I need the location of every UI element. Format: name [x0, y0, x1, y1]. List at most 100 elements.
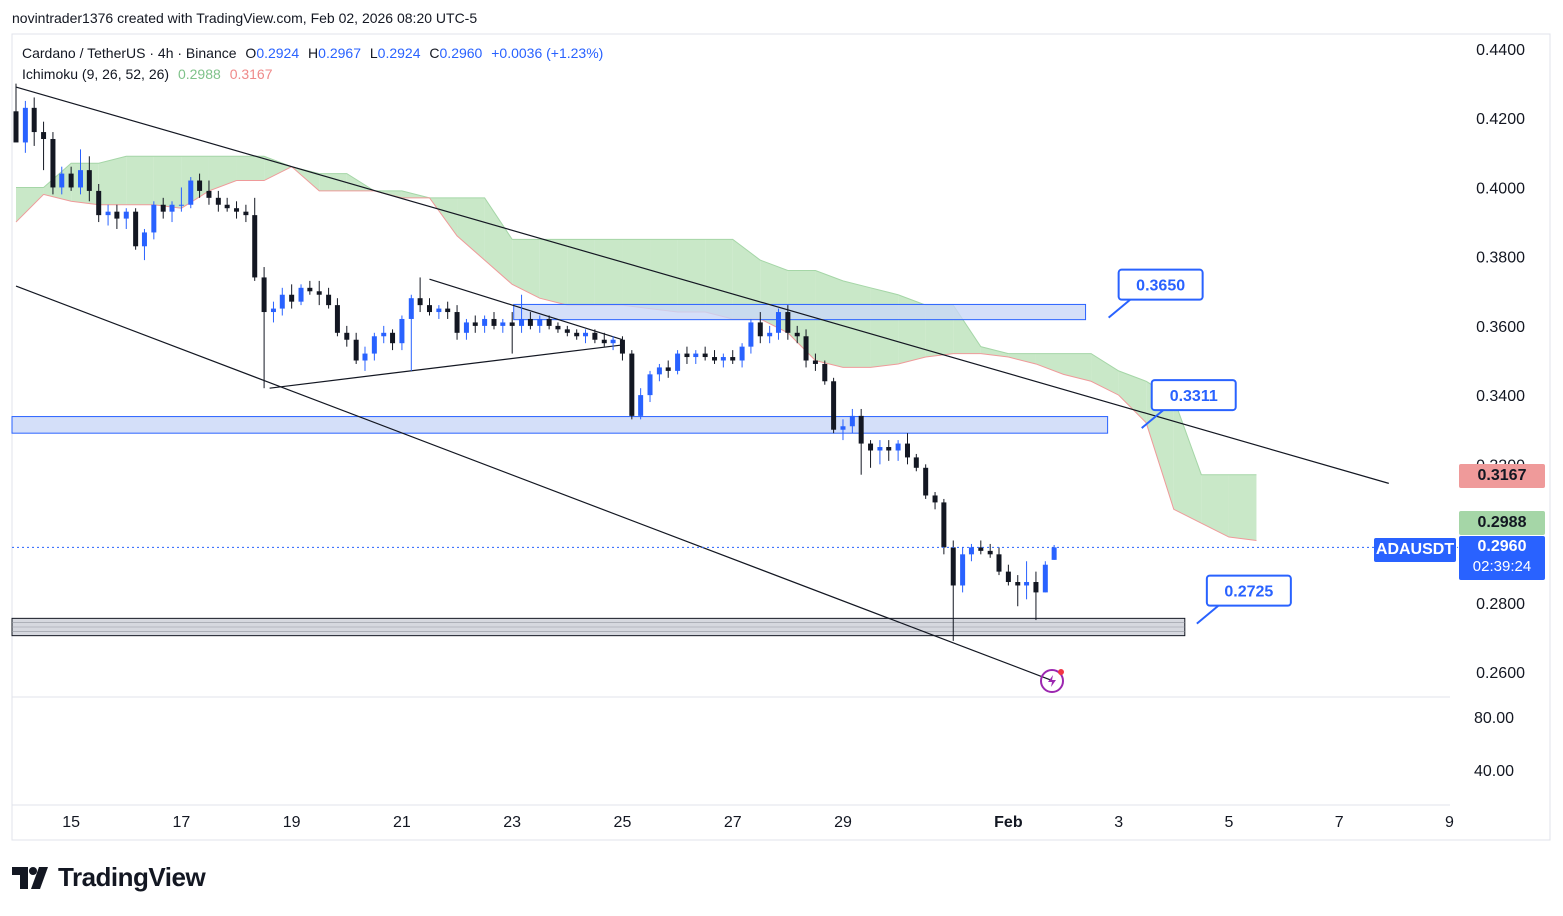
bear-candle: [978, 547, 984, 551]
cloud-segment: [732, 239, 761, 319]
cloud-segment: [705, 239, 733, 319]
bear-candle: [913, 457, 919, 468]
bear-candle: [757, 322, 763, 337]
time-tick: 3: [1114, 814, 1123, 831]
bear-candle: [261, 277, 267, 313]
bull-candle: [151, 204, 157, 233]
cloud-segment: [1118, 370, 1147, 423]
tradingview-brand-text: TradingView: [58, 862, 206, 892]
bear-candle: [224, 204, 230, 209]
chart-frame: [11, 33, 1551, 841]
bull-candle: [105, 211, 111, 216]
cloud-segment: [512, 239, 540, 299]
open-value: 0.2924: [256, 45, 300, 61]
cloud-segment: [1035, 353, 1064, 375]
callout-pointer: [1141, 407, 1167, 429]
open-label: O: [245, 45, 257, 61]
alert-icon[interactable]: [1040, 669, 1064, 693]
bear-candle: [50, 138, 56, 188]
bear-candle: [619, 339, 625, 354]
bear-candle: [206, 190, 212, 198]
countdown-value: 02:39:24: [1472, 558, 1532, 575]
time-tick: 9: [1445, 814, 1454, 831]
bear-candle: [390, 332, 396, 344]
bull-candle: [371, 336, 377, 354]
bull-candle: [298, 287, 304, 302]
ohlc-low: L0.2924: [370, 45, 421, 61]
bear-candle: [785, 312, 791, 333]
bear-candle: [803, 336, 809, 361]
indicator-value-1: 0.2988: [177, 66, 221, 82]
low-label: L: [369, 45, 378, 61]
time-tick: 5: [1224, 814, 1233, 831]
time-tick: 17: [172, 814, 190, 831]
trendlines: [15, 86, 1389, 682]
bull-candle: [693, 353, 699, 358]
time-tick: 21: [393, 814, 411, 831]
bear-candle: [289, 294, 295, 302]
close-value: 0.2960: [439, 45, 483, 61]
price-tick: 0.3800: [1476, 250, 1525, 267]
bear-candle: [491, 318, 497, 326]
bear-candle: [243, 211, 249, 216]
callout-box: [1150, 379, 1237, 412]
bear-candle: [822, 363, 828, 382]
time-tick: 7: [1335, 814, 1344, 831]
bear-candle: [1015, 582, 1021, 586]
oscillator-tick: 80.00: [1474, 710, 1514, 727]
bear-candle: [353, 339, 359, 361]
candles: [12, 83, 1458, 641]
bear-candle: [555, 325, 561, 330]
time-tick: 27: [724, 814, 742, 831]
bull-candle: [78, 170, 84, 188]
cloud-segment: [1091, 353, 1119, 396]
bull-candle: [748, 322, 754, 347]
bull-candle: [656, 367, 662, 375]
bear-candle: [858, 415, 864, 444]
tradingview-logo-icon: [12, 866, 48, 889]
cloud-segment: [677, 239, 706, 313]
bear-candle: [417, 298, 423, 306]
bull-candle: [279, 294, 285, 309]
price-tick: 0.2600: [1476, 665, 1525, 682]
bear-candle: [684, 353, 690, 358]
tradingview-logo[interactable]: TradingView: [12, 862, 206, 893]
bear-candle: [68, 173, 74, 188]
indicator-name[interactable]: Ichimoku (9, 26, 52, 26): [22, 66, 170, 82]
bear-candle: [1005, 571, 1011, 583]
bull-candle: [960, 554, 966, 586]
time-axis: 15 17 19 21 23 25 27 29 Feb 3 5 7 9: [62, 814, 1454, 831]
bear-candle: [41, 132, 47, 139]
cloud-segment: [567, 239, 595, 306]
symbol-legend[interactable]: Cardano / TetherUS · 4h · Binance O0.292…: [22, 45, 608, 61]
bull-candle: [178, 204, 184, 206]
cloud-lower-price-tag: 0.2988: [1459, 511, 1545, 535]
bear-candle: [592, 332, 598, 340]
bear-candle: [546, 318, 552, 326]
cloud-segment: [1201, 474, 1229, 538]
bear-candle: [950, 547, 956, 586]
price-callout: 0.2725: [1196, 574, 1292, 625]
bull-candle: [59, 173, 65, 188]
bull-candle: [638, 395, 644, 416]
bull-candle: [583, 332, 589, 337]
indicator-legend[interactable]: Ichimoku (9, 26, 52, 26) 0.2988 0.3167: [22, 66, 278, 82]
ticker-tag: ADAUSDT: [1374, 538, 1456, 562]
price-tick: 0.4000: [1476, 180, 1525, 197]
bear-candle: [712, 357, 718, 361]
bull-candle: [1042, 564, 1048, 593]
bear-candle: [574, 332, 580, 337]
upper-channel-line: [15, 86, 1389, 484]
symbol-name[interactable]: Cardano / TetherUS · 4h · Binance: [22, 45, 237, 61]
price-labels: 0.3650 0.3311 0.2725: [1107, 268, 1292, 625]
bull-candle: [399, 318, 405, 344]
price-callout: 0.3650: [1107, 268, 1204, 319]
indicator-value-2: 0.3167: [229, 66, 273, 82]
callout-box: [1205, 574, 1292, 607]
bull-candle: [1051, 547, 1057, 560]
bear-candle: [812, 360, 818, 364]
bear-candle: [344, 332, 350, 340]
bull-candle: [362, 353, 368, 361]
price-tick: 0.4200: [1476, 111, 1525, 128]
